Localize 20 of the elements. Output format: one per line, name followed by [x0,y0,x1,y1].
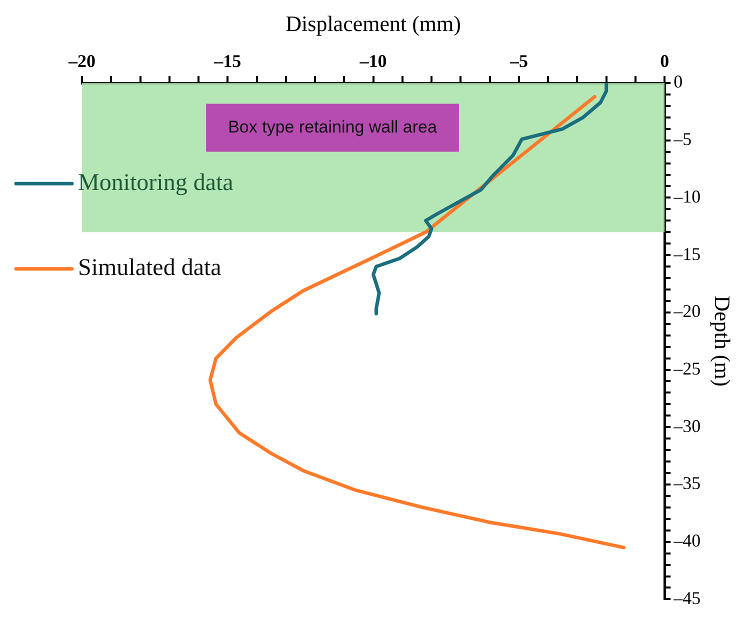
x-tick-label: –20 [68,50,96,71]
y-tick-label: –15 [672,244,701,264]
y-tick-label: 0 [674,72,683,92]
y-tick-label: –5 [672,129,692,150]
y-tick-label: –35 [672,473,701,494]
y-axis-title: Depth (m) [710,296,736,387]
x-axis-title: Displacement (mm) [286,10,461,36]
y-tick-label: –20 [672,301,701,322]
y-tick-label: –10 [672,186,701,206]
x-tick-label: –15 [213,50,242,71]
legend-label: Monitoring data [78,170,234,196]
band-label: Box type retaining wall area [228,117,438,136]
legend-label: Simulated data [78,255,222,282]
x-tick-label: 0 [660,50,670,71]
x-tick-label: –10 [358,50,387,71]
y-tick-label: –25 [672,358,701,379]
x-tick-label: –5 [508,50,528,71]
y-tick-label: –40 [672,530,701,551]
y-tick-label: –45 [672,588,701,608]
y-tick-label: –30 [672,416,701,436]
